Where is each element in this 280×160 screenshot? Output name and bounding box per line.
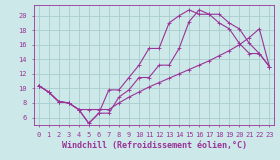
X-axis label: Windchill (Refroidissement éolien,°C): Windchill (Refroidissement éolien,°C) [62, 140, 246, 150]
